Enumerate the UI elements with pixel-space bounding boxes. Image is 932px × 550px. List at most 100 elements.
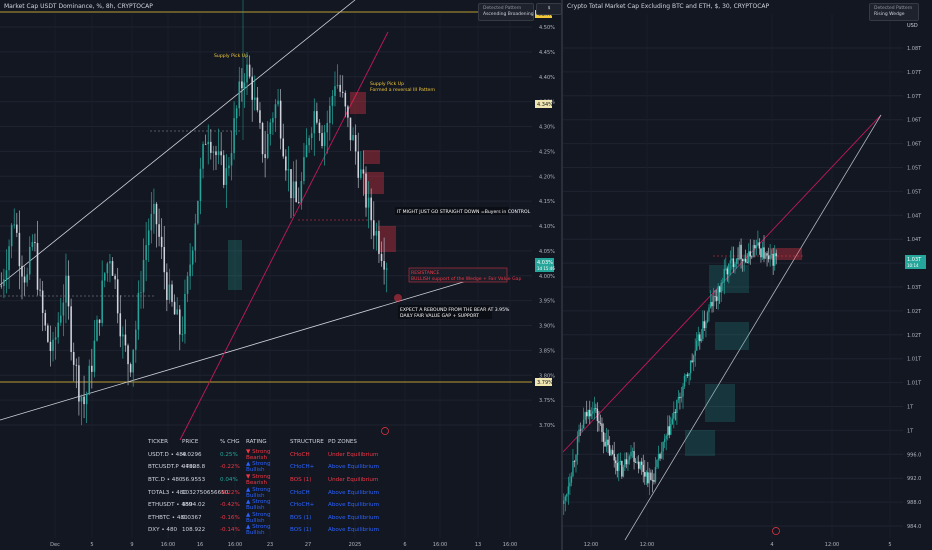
price-axis-label: 1.05T	[907, 166, 922, 172]
price-axis-label: 3.90%	[539, 324, 555, 330]
time-axis-label: 16:00	[161, 542, 175, 548]
wedge-upper-line	[0, 0, 356, 286]
total3-candle-body	[608, 445, 611, 456]
current-price-bg	[535, 258, 554, 272]
total3-chart[interactable]: 1.08T 1.07T 1.07T 1.06T 1.06T 1.05T 1.05T 1.04T…	[563, 0, 932, 550]
currency-button[interactable]: $	[536, 3, 562, 15]
usdt-candle-body	[228, 165, 230, 169]
usdt-candle-body	[233, 118, 235, 154]
table-row[interactable]: TOTAL3 • 480 1032750656650 -0.22% ▲ Strong …	[134, 486, 404, 499]
usdt-candle-body	[103, 273, 106, 281]
ticker-cell: BTCUSDT.P • 480	[148, 464, 197, 471]
usdt-candle-body	[47, 325, 49, 342]
total3-candle-body	[585, 412, 588, 417]
usdt-candle-body	[186, 276, 189, 294]
total3-candle-body	[573, 461, 576, 462]
total3-candle-body	[587, 409, 589, 417]
annotation-bg	[408, 267, 508, 283]
usdt-candle-body	[72, 351, 75, 365]
total3-chart-canvas[interactable]: 1.08T 1.07T 1.07T 1.06T 1.06T 1.05T 1.05T 1.04T…	[563, 0, 932, 550]
total3-candle-body	[688, 373, 690, 376]
usdt-candle-body	[285, 156, 287, 171]
screener-table: TICKER PRICE % CHG RATING STRUCTURE PD Z…	[134, 436, 404, 537]
usdt-candle-body	[191, 250, 194, 265]
usdt-candle-body	[372, 220, 375, 236]
usdt-candle-body	[0, 285, 3, 287]
usdt-candle-body	[269, 122, 272, 134]
rating-cell: ▼ Strong Bearish	[246, 448, 271, 461]
usdt-candle-body	[176, 309, 178, 315]
total3-candle-body	[685, 374, 687, 376]
table-header: TICKER PRICE % CHG RATING STRUCTURE PD Z…	[134, 436, 404, 449]
usdt-candle-body	[360, 169, 362, 178]
pattern-badge-right[interactable]: Detected Pattern Rising Wedge	[869, 3, 919, 21]
header-rating: RATING	[246, 439, 267, 446]
panel-divider[interactable]	[561, 0, 563, 550]
usdt-candle-body	[163, 247, 166, 273]
structure-cell: BOS (1)	[290, 527, 312, 534]
usdt-candle-body	[274, 104, 277, 119]
usdt-candle-body	[31, 242, 34, 247]
fvg-zone-green	[715, 322, 749, 350]
price-axis-label: 992.0	[907, 476, 921, 482]
usdt-candle-body	[241, 81, 243, 89]
zone-cell: Above Equilibrium	[328, 514, 380, 521]
usdt-candle-body	[246, 64, 248, 83]
usdt-candle-body	[222, 155, 225, 185]
usdt-candle-body	[184, 293, 186, 335]
total3-candle-body	[575, 455, 577, 462]
total3-candle-body	[700, 338, 703, 342]
total3-candle-body	[590, 413, 592, 417]
usdt-candle-body	[41, 290, 44, 313]
fvg-zone-red	[378, 226, 396, 252]
usdt-candle-body	[347, 106, 349, 118]
usdt-candle-body	[339, 84, 341, 92]
total3-candle-body	[627, 460, 629, 465]
time-axis-label: 16:00	[503, 542, 517, 548]
usdt-dominance-chart[interactable]: 4.50%4.45%4.40%4.35%4.30%4.25%4.20%4.15%…	[0, 0, 562, 550]
usdt-candle-body	[23, 276, 26, 283]
usdt-candle-body	[85, 394, 88, 405]
zone-cell: Under Equilibrium	[328, 477, 379, 484]
pattern-badge[interactable]: Detected Pattern Ascending Broadening We…	[478, 3, 550, 21]
table-row[interactable]: ETHUSDT • 480 3594.02 -0.42% ▲ Strong Bulli…	[134, 499, 404, 512]
usdt-candle-body	[295, 181, 297, 203]
usdt-chart-canvas[interactable]: 4.50%4.45%4.40%4.35%4.30%4.25%4.20%4.15%…	[0, 0, 562, 550]
total3-candle-body	[625, 459, 628, 465]
total3-candle-body	[566, 494, 568, 497]
usdt-candle-body	[282, 138, 285, 157]
total3-candle-body	[610, 450, 612, 456]
usdt-candle-body	[3, 279, 5, 286]
total3-candle-body	[628, 456, 631, 461]
usdt-candle-body	[305, 145, 308, 158]
annotation-supply: Supply Pick Up	[214, 53, 248, 59]
change-cell: -0.22%	[220, 464, 240, 471]
annotation-bg	[395, 207, 509, 215]
total3-candle-body	[754, 245, 756, 249]
table-row[interactable]: BTCUSDT.P • 480 97928.8 -0.22% ▲ Strong Bul…	[134, 461, 404, 474]
table-row[interactable]: USDT.D • 480 4.0296 0.25% ▼ Strong Bearish C…	[134, 449, 404, 462]
usdt-candle-body	[49, 341, 52, 352]
total3-candle-body	[741, 259, 744, 261]
fvg-zone-red	[350, 92, 366, 114]
total3-candle-body	[615, 460, 617, 464]
total3-candle-body	[607, 439, 609, 446]
table-row[interactable]: BTC.D • 480 56.9553 0.04% ▼ Strong Bearish B…	[134, 474, 404, 487]
total3-candle-body	[636, 461, 638, 463]
zone-cell: Above Equilibrium	[328, 502, 380, 509]
price-axis-label: 4.45%	[539, 50, 555, 56]
time-axis-label: 16	[197, 542, 203, 548]
total3-candle-body	[604, 441, 606, 447]
usdt-candle-body	[137, 292, 140, 330]
total3-candle-body	[622, 467, 625, 477]
table-row[interactable]: DXY • 480 108.922 -0.14% ▲ Strong Bullish BO…	[134, 524, 404, 537]
usdt-candle-body	[292, 181, 295, 199]
total3-candle-body	[694, 350, 696, 356]
total3-candle-body	[740, 244, 742, 260]
usdt-candle-body	[67, 275, 70, 307]
table-row[interactable]: ETHBTC • 480 0.0367 -0.16% ▲ Strong Bullish…	[134, 512, 404, 525]
usdt-candle-body	[70, 306, 72, 352]
time-axis-label: 2025	[349, 542, 362, 548]
total3-candle-body	[665, 435, 667, 439]
price-axis-label: 1.02T	[907, 333, 922, 339]
